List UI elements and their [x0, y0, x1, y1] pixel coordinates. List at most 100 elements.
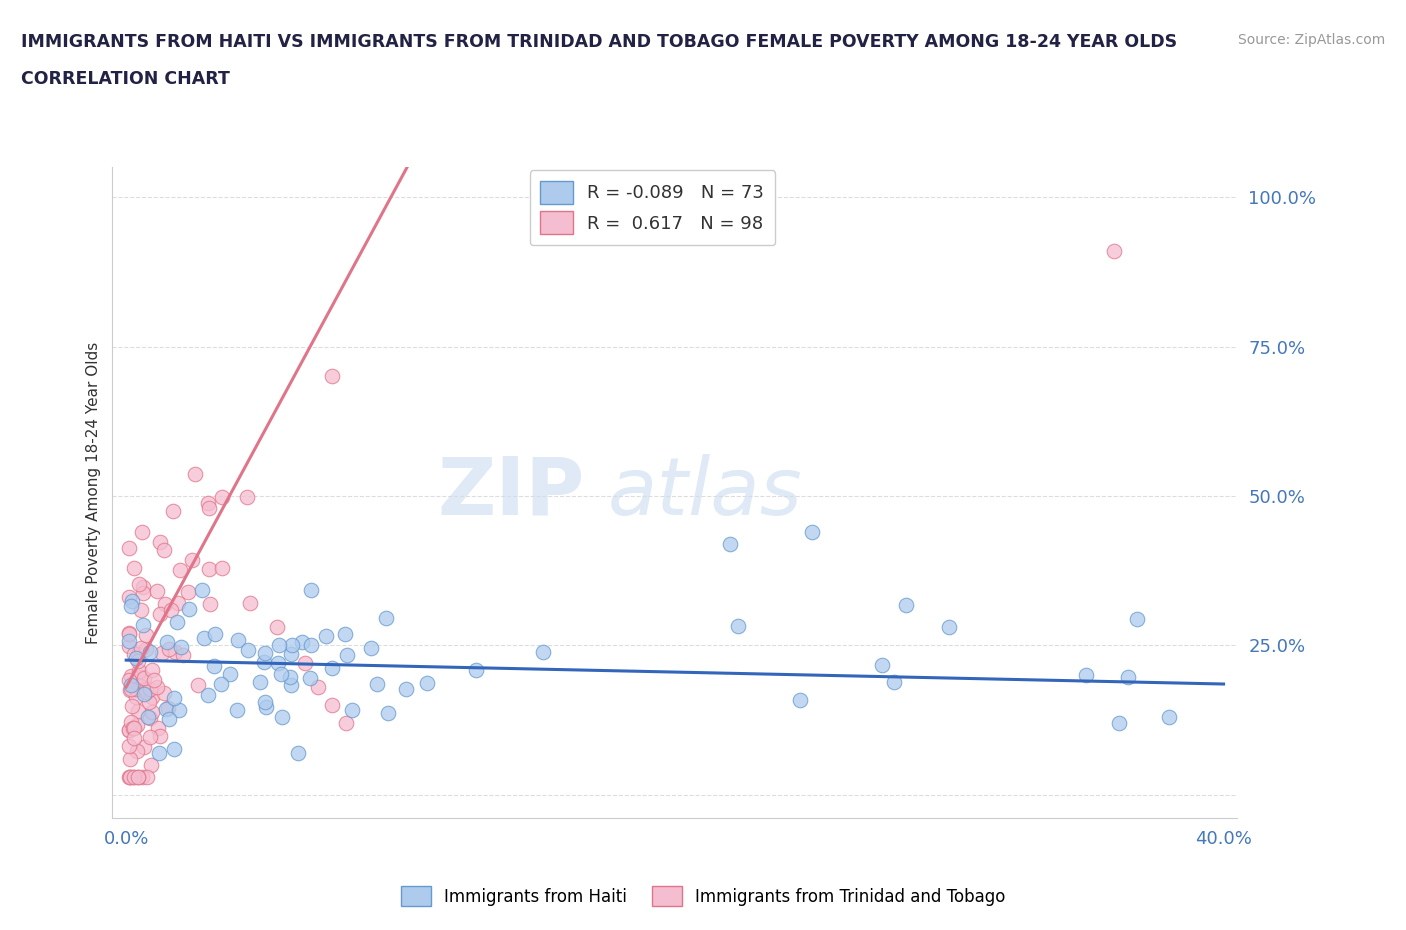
- Point: [118, 633, 141, 648]
- Point: [132, 579, 155, 594]
- Point: [170, 640, 193, 655]
- Point: [226, 632, 249, 647]
- Point: [120, 599, 142, 614]
- Point: [191, 583, 214, 598]
- Text: atlas: atlas: [607, 454, 803, 532]
- Point: [131, 769, 153, 784]
- Point: [150, 645, 173, 660]
- Point: [291, 634, 314, 649]
- Point: [340, 703, 363, 718]
- Point: [163, 645, 186, 660]
- Point: [134, 671, 156, 685]
- Point: [118, 638, 141, 653]
- Point: [870, 658, 893, 672]
- Point: [118, 723, 141, 737]
- Point: [166, 595, 188, 610]
- Point: [129, 679, 152, 694]
- Point: [149, 606, 172, 621]
- Point: [883, 674, 905, 689]
- Point: [148, 728, 170, 743]
- Point: [894, 598, 917, 613]
- Point: [136, 710, 159, 724]
- Point: [131, 641, 153, 656]
- Point: [163, 742, 186, 757]
- Point: [236, 490, 259, 505]
- Point: [307, 680, 329, 695]
- Point: [124, 689, 146, 704]
- Point: [1076, 668, 1098, 683]
- Point: [118, 723, 141, 737]
- Point: [134, 686, 156, 701]
- Point: [184, 467, 207, 482]
- Point: [131, 618, 153, 632]
- Point: [281, 638, 304, 653]
- Point: [118, 626, 141, 641]
- Point: [333, 627, 356, 642]
- Point: [321, 369, 343, 384]
- Y-axis label: Female Poverty Among 18-24 Year Olds: Female Poverty Among 18-24 Year Olds: [86, 342, 101, 644]
- Point: [181, 553, 204, 568]
- Point: [169, 563, 191, 578]
- Point: [127, 647, 149, 662]
- Point: [134, 682, 156, 697]
- Point: [153, 543, 176, 558]
- Point: [938, 619, 960, 634]
- Point: [531, 644, 554, 659]
- Point: [167, 702, 190, 717]
- Point: [204, 626, 226, 641]
- Point: [219, 667, 242, 682]
- Point: [125, 682, 148, 697]
- Point: [121, 769, 143, 784]
- Point: [118, 751, 141, 766]
- Point: [141, 705, 163, 720]
- Point: [253, 655, 276, 670]
- Point: [226, 703, 249, 718]
- Point: [157, 642, 180, 657]
- Point: [139, 730, 162, 745]
- Point: [416, 675, 439, 690]
- Point: [156, 700, 179, 715]
- Point: [149, 534, 172, 549]
- Point: [120, 669, 142, 684]
- Point: [172, 647, 194, 662]
- Point: [120, 678, 142, 693]
- Point: [122, 560, 145, 575]
- Point: [1108, 715, 1130, 730]
- Point: [141, 663, 163, 678]
- Point: [127, 769, 149, 784]
- Point: [789, 693, 811, 708]
- Point: [139, 758, 162, 773]
- Point: [118, 627, 141, 642]
- Point: [270, 667, 292, 682]
- Text: IMMIGRANTS FROM HAITI VS IMMIGRANTS FROM TRINIDAD AND TOBAGO FEMALE POVERTY AMON: IMMIGRANTS FROM HAITI VS IMMIGRANTS FROM…: [21, 33, 1177, 50]
- Point: [335, 715, 357, 730]
- Point: [160, 603, 183, 618]
- Point: [366, 676, 388, 691]
- Point: [238, 642, 260, 657]
- Point: [132, 585, 155, 600]
- Point: [129, 670, 152, 684]
- Point: [128, 577, 150, 591]
- Point: [127, 769, 149, 784]
- Point: [139, 682, 162, 697]
- Point: [1118, 670, 1140, 684]
- Point: [278, 670, 301, 684]
- Point: [1157, 710, 1180, 724]
- Point: [118, 769, 141, 784]
- Point: [1102, 244, 1125, 259]
- Point: [197, 496, 219, 511]
- Point: [162, 503, 184, 518]
- Point: [267, 655, 290, 670]
- Point: [122, 720, 145, 735]
- Point: [129, 602, 152, 617]
- Point: [294, 656, 316, 671]
- Point: [155, 597, 177, 612]
- Point: [254, 699, 277, 714]
- Point: [280, 646, 302, 661]
- Text: ZIP: ZIP: [437, 454, 585, 532]
- Legend: R = -0.089   N = 73, R =  0.617   N = 98: R = -0.089 N = 73, R = 0.617 N = 98: [530, 170, 775, 246]
- Point: [118, 769, 141, 784]
- Point: [135, 684, 157, 699]
- Point: [211, 490, 233, 505]
- Point: [179, 602, 201, 617]
